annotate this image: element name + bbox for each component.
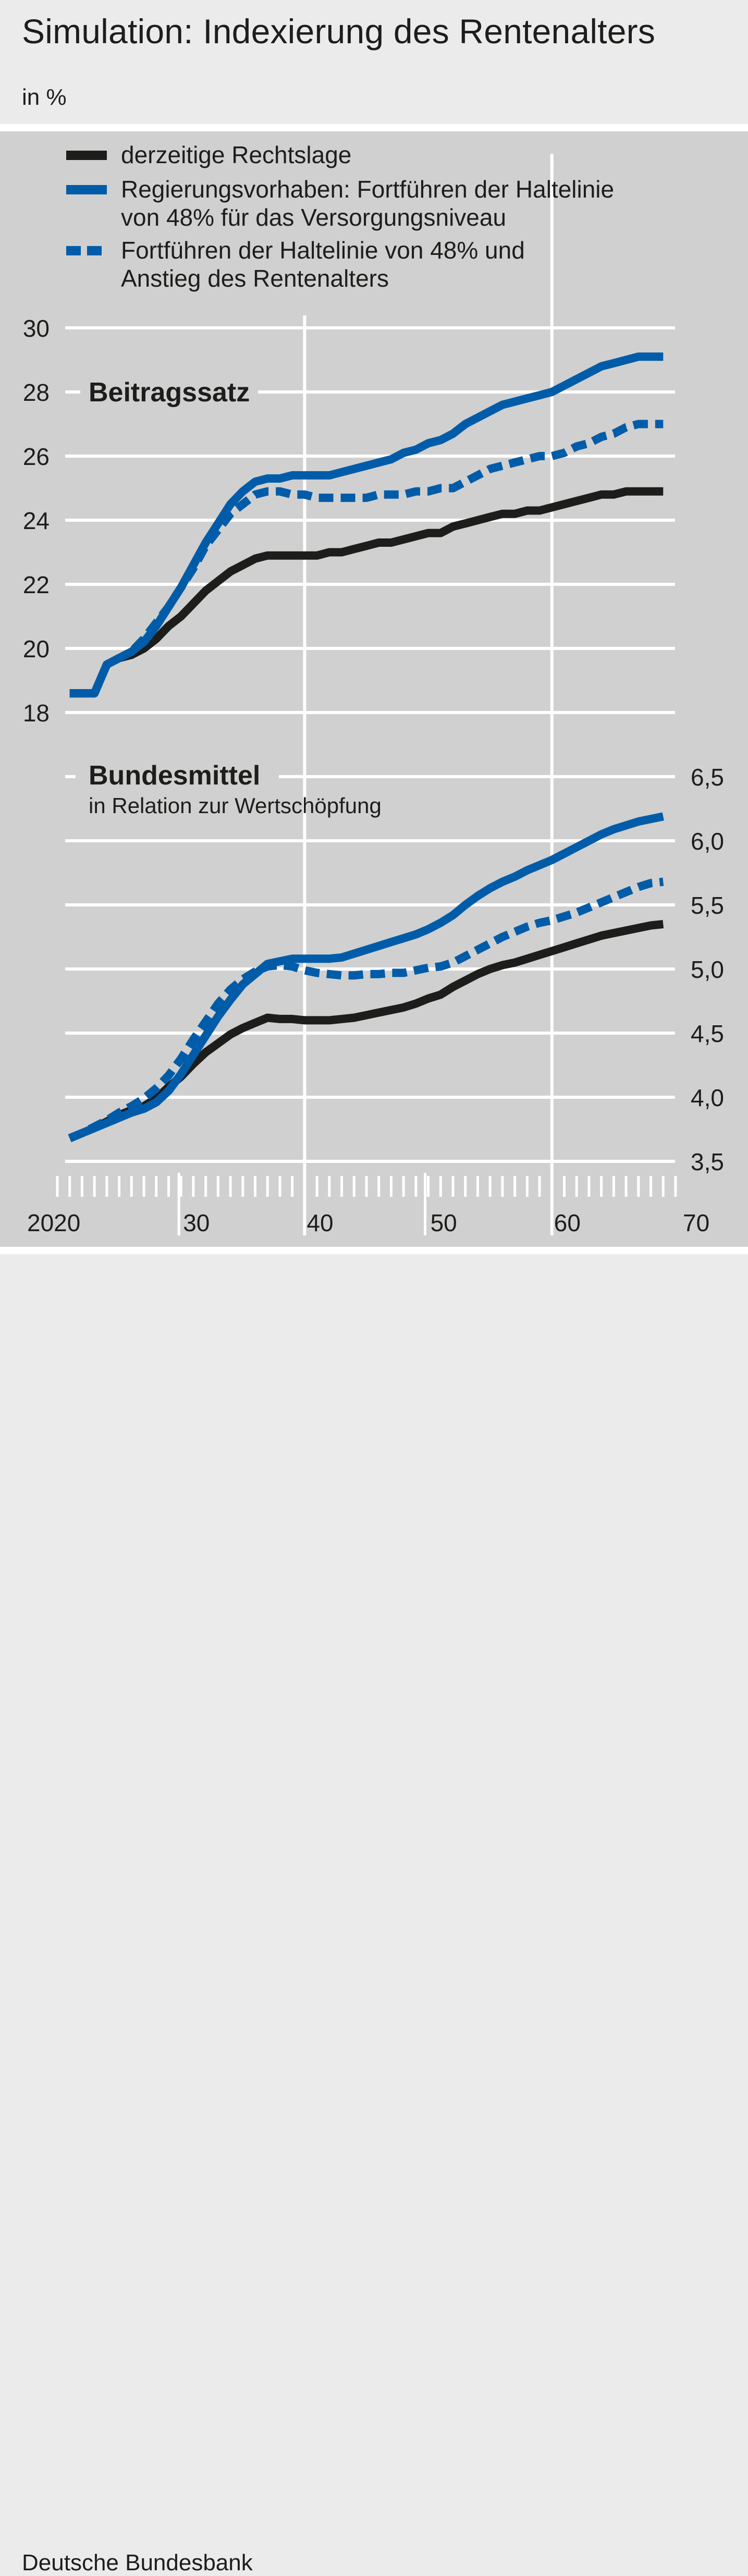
legend-label: von 48% für das Versorgungsniveau bbox=[121, 204, 506, 231]
x-tick-label: 40 bbox=[306, 1209, 333, 1236]
series-line-bundesmittel-0 bbox=[68, 919, 664, 1143]
y-tick-label-left: 28 bbox=[23, 379, 50, 406]
chart-area: derzeitige Rechtslage Regierungsvorhaben:… bbox=[23, 141, 724, 1236]
series-line-bundesmittel-2 bbox=[68, 877, 664, 1143]
x-tick-label: 60 bbox=[554, 1209, 581, 1236]
legend-label: Regierungsvorhaben: Fortführen der Halte… bbox=[121, 176, 614, 203]
y-tick-label-left: 20 bbox=[23, 635, 50, 663]
y-tick-label-left: 22 bbox=[23, 571, 50, 598]
series-line-bundesmittel-1 bbox=[68, 812, 664, 1143]
separator-top bbox=[0, 124, 748, 131]
y-tick-label-right: 6,0 bbox=[691, 828, 724, 855]
chart-title: Simulation: Indexierung des Rentenalters bbox=[22, 12, 656, 51]
unit-label: in % bbox=[22, 84, 67, 110]
header: Simulation: Indexierung des Rentenalters… bbox=[0, 0, 748, 124]
y-tick-label-right: 4,5 bbox=[691, 1020, 724, 1047]
panel-title-beitragssatz-knockout bbox=[80, 375, 259, 410]
y-tick-label-right: 6,5 bbox=[691, 764, 724, 791]
panel-title-beitragssatz: Beitragssatz bbox=[89, 377, 250, 408]
legend-label: Anstieg des Rentenalters bbox=[121, 265, 389, 292]
series-line-beitragssatz-0 bbox=[69, 487, 664, 698]
y-tick-label-left: 30 bbox=[23, 315, 50, 342]
y-tick-label-right: 5,0 bbox=[691, 956, 724, 983]
source-label: Deutsche Bundesbank bbox=[22, 2550, 253, 2575]
x-tick-label: 70 bbox=[683, 1209, 709, 1236]
y-tick-label-right: 4,0 bbox=[691, 1084, 724, 1111]
legend-label: derzeitige Rechtslage bbox=[121, 141, 351, 168]
y-tick-label-left: 24 bbox=[23, 507, 50, 534]
separator-bottom bbox=[0, 1247, 748, 1254]
y-tick-label-left: 18 bbox=[23, 700, 50, 727]
y-tick-label-left: 26 bbox=[23, 443, 50, 470]
legend-label: Fortführen der Haltelinie von 48% und bbox=[121, 237, 525, 264]
x-tick-label: 30 bbox=[183, 1209, 210, 1236]
x-tick-label: 50 bbox=[431, 1209, 457, 1236]
x-tick-label: 2020 bbox=[27, 1209, 80, 1236]
panel-title-bundesmittel: Bundesmittel bbox=[89, 760, 260, 791]
plot-panel bbox=[0, 131, 748, 1247]
y-tick-label-right: 3,5 bbox=[691, 1148, 724, 1175]
y-tick-label-right: 5,5 bbox=[691, 892, 724, 919]
series-line-beitragssatz-1 bbox=[69, 352, 664, 698]
panel-subtitle: in Relation zur Wertschöpfung bbox=[89, 793, 382, 818]
